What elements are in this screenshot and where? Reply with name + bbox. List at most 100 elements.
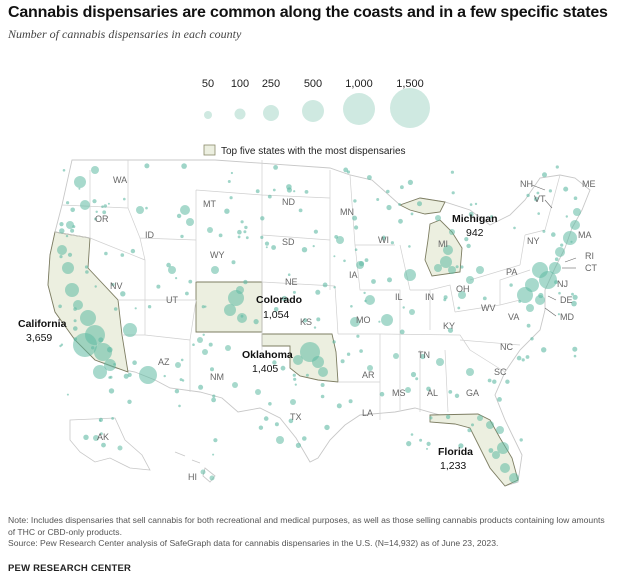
county-bubble <box>265 246 268 249</box>
state-label-mo: MO <box>356 315 371 325</box>
county-bubble <box>102 210 107 215</box>
state-labels: WA OR ID MT WY ND SD NE MN WI IA NV UT A… <box>95 175 597 482</box>
state-label-ny: NY <box>527 236 540 246</box>
county-bubble <box>409 309 415 315</box>
county-bubble <box>415 377 419 381</box>
county-bubble <box>111 417 114 420</box>
county-bubble <box>554 257 559 262</box>
county-bubble <box>104 251 108 256</box>
county-bubble <box>315 289 321 295</box>
county-bubble <box>208 342 213 347</box>
county-bubble <box>371 279 376 284</box>
state-label-sd: SD <box>282 237 295 247</box>
state-label-al: AL <box>427 388 438 398</box>
county-bubble <box>104 359 116 371</box>
county-bubble <box>80 310 96 326</box>
county-bubble <box>166 262 171 268</box>
county-bubble <box>490 215 494 219</box>
county-bubble <box>572 294 578 300</box>
county-bubble <box>469 203 473 206</box>
county-bubble <box>229 196 233 200</box>
state-label-va: VA <box>508 312 519 322</box>
county-bubble <box>537 212 540 215</box>
county-bubble <box>320 383 325 387</box>
county-bubble <box>255 189 260 194</box>
county-bubble <box>295 442 301 448</box>
county-bubble <box>65 283 79 297</box>
county-bubble <box>570 220 580 230</box>
state-label-la: LA <box>362 408 373 418</box>
county-bubble <box>535 295 545 305</box>
county-bubble <box>402 306 405 309</box>
county-bubble <box>440 256 452 268</box>
county-bubble <box>127 399 132 404</box>
county-bubble <box>127 372 132 377</box>
county-bubble <box>348 399 353 404</box>
county-bubble <box>271 245 276 250</box>
county-bubble <box>65 234 69 238</box>
county-bubble <box>482 296 487 301</box>
county-bubble <box>364 258 369 262</box>
county-bubble <box>532 262 548 278</box>
county-bubble <box>237 229 242 235</box>
county-bubble <box>175 277 178 280</box>
county-bubble <box>336 403 342 409</box>
county-bubble <box>120 253 125 257</box>
county-bubble <box>571 292 574 296</box>
county-bubble <box>232 382 238 388</box>
county-bubble <box>267 194 272 199</box>
callout-michigan-name: Michigan <box>452 213 498 225</box>
county-bubble <box>406 441 412 447</box>
county-bubble <box>367 175 372 180</box>
callout-oklahoma-name: Oklahoma <box>242 349 293 361</box>
county-bubble <box>354 248 358 251</box>
county-bubble <box>496 426 504 434</box>
county-bubble <box>276 436 284 444</box>
county-bubble <box>445 414 451 420</box>
brand-logo-text: PEW RESEARCH CENTER <box>8 563 132 574</box>
county-bubble <box>73 326 78 331</box>
county-bubble <box>572 346 578 352</box>
county-bubble <box>426 447 428 450</box>
county-bubble <box>332 340 336 344</box>
size-legend-circle-100 <box>234 108 246 120</box>
county-bubble <box>78 187 81 190</box>
state-label-ne: NE <box>285 277 298 287</box>
county-bubble <box>436 358 444 366</box>
county-bubble <box>281 295 287 302</box>
note-text: Note: Includes dispensaries that sell ca… <box>8 515 605 537</box>
county-bubble <box>59 222 64 227</box>
county-bubble <box>98 337 104 343</box>
county-bubble <box>292 373 296 377</box>
state-label-mt: MT <box>203 199 216 209</box>
county-bubble <box>273 307 279 312</box>
county-bubble <box>525 278 539 292</box>
state-label-ma: MA <box>578 230 592 240</box>
county-bubble <box>466 368 474 376</box>
county-bubble <box>497 442 509 454</box>
county-bubble <box>244 225 248 230</box>
county-bubble <box>180 205 190 215</box>
county-bubble <box>451 191 455 195</box>
county-bubble <box>551 232 556 237</box>
county-bubble <box>59 228 65 234</box>
county-bubble <box>379 391 385 397</box>
callout-california-value: 3,659 <box>26 332 52 344</box>
county-bubble <box>62 169 66 172</box>
state-label-ms: MS <box>392 388 406 398</box>
county-bubble <box>178 404 181 408</box>
county-bubble <box>399 329 405 335</box>
state-label-az: AZ <box>158 357 170 367</box>
county-bubble <box>180 234 184 239</box>
callout-michigan-value: 942 <box>466 227 484 239</box>
county-bubble <box>292 290 296 294</box>
county-bubble <box>93 435 99 441</box>
county-bubble <box>393 353 399 359</box>
county-bubble <box>211 397 217 403</box>
county-bubble <box>449 229 455 235</box>
county-bubble <box>458 443 464 449</box>
callout-florida-name: Florida <box>438 446 473 458</box>
county-bubble <box>435 215 441 221</box>
county-bubble <box>407 179 413 185</box>
county-bubble <box>450 170 454 174</box>
